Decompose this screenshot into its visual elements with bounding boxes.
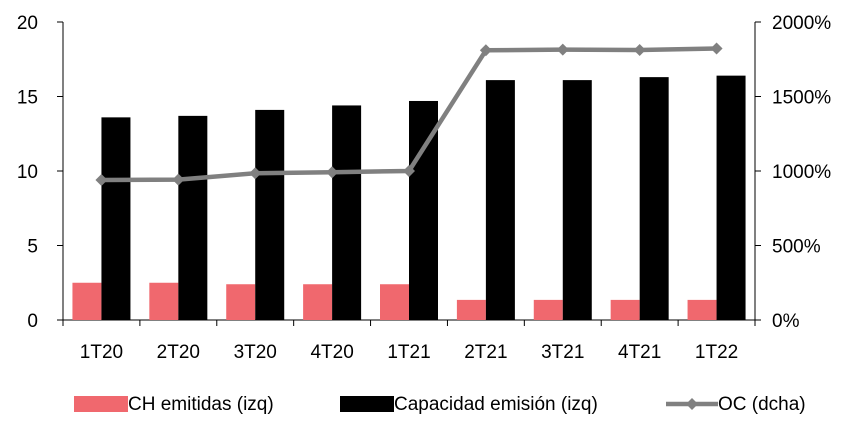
x-tick-label: 2T20 (157, 342, 200, 363)
legend-label: OC (dcha) (718, 394, 806, 415)
bar-capacidad-emision (716, 75, 746, 320)
oc-point (556, 43, 569, 56)
left-tick-label: 10 (17, 162, 38, 183)
x-tick-label: 2T21 (464, 342, 507, 363)
oc-point (326, 166, 339, 179)
bar-ch-emitidas (72, 282, 102, 320)
legend: CH emitidas (izq) Capacidad emisión (izq)… (74, 394, 806, 415)
right-tick-label: 1000% (772, 162, 831, 183)
oc-point (633, 44, 646, 57)
oc-point (249, 167, 262, 180)
left-tick-labels: 0 5 10 15 20 (17, 13, 38, 332)
left-tick-label: 5 (27, 237, 38, 258)
bar-capacidad-emision (255, 109, 285, 320)
line-series (95, 42, 723, 186)
bar-ch-emitidas (610, 299, 640, 320)
left-tick-label: 0 (27, 311, 38, 332)
right-tick-labels: 0% 500% 1000% 1500% 2000% (772, 13, 831, 332)
x-tick-label: 1T22 (695, 342, 738, 363)
bar-capacidad-emision (101, 117, 131, 320)
right-tick-label: 1500% (772, 88, 831, 109)
x-tick-labels: 1T20 2T20 3T20 4T20 1T21 2T21 3T21 4T21 1T22 (80, 342, 738, 363)
right-tick-label: 2000% (772, 13, 831, 34)
bar-capacidad-emision (485, 80, 515, 320)
legend-swatch (340, 396, 394, 412)
legend-swatch (74, 396, 128, 412)
bar-capacidad-emision (409, 100, 438, 320)
x-tick-label: 3T21 (541, 342, 584, 363)
right-tick-label: 0% (772, 311, 800, 332)
x-tick-label: 1T20 (80, 342, 123, 363)
bar-capacidad-emision (332, 105, 362, 320)
bar-ch-emitidas (303, 284, 333, 320)
x-tick-label: 3T20 (234, 342, 277, 363)
oc-point (95, 173, 108, 186)
legend-label: CH emitidas (izq) (128, 394, 274, 415)
bar-ch-emitidas (226, 284, 256, 320)
legend-label: Capacidad emisión (izq) (394, 394, 598, 415)
bar-capacidad-emision (178, 115, 208, 321)
oc-point (479, 44, 492, 57)
oc-point (403, 165, 415, 177)
bar-ch-emitidas (149, 282, 179, 320)
left-tick-label: 15 (17, 88, 38, 109)
oc-point (172, 173, 185, 186)
left-tick-label: 20 (17, 13, 38, 34)
oc-point (710, 42, 723, 55)
bar-capacidad-emision (562, 80, 592, 320)
legend-marker (686, 398, 698, 410)
bar-capacidad-emision (639, 77, 669, 320)
x-tick-label: 1T21 (387, 342, 430, 363)
bar-ch-emitidas (687, 299, 717, 320)
bar-ch-emitidas (533, 299, 563, 320)
x-tick-label: 4T20 (310, 342, 353, 363)
bars (72, 75, 746, 321)
right-tick-label: 500% (772, 237, 821, 258)
bar-ch-emitidas (456, 299, 486, 320)
bar-ch-emitidas (380, 284, 409, 320)
x-tick-label: 4T21 (618, 342, 661, 363)
